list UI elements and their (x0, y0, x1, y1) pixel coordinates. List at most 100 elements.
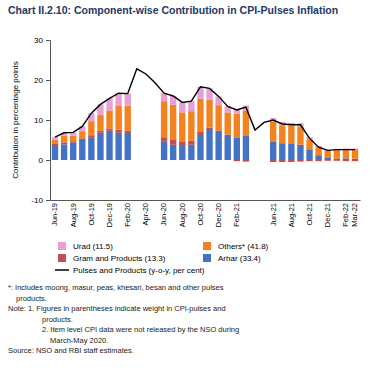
x-tick: Feb-20 (123, 200, 132, 227)
x-tick-label: Mar-22 (350, 203, 359, 227)
x-tick: Jun-21 (269, 200, 278, 226)
bar-segment (343, 149, 349, 158)
bar-series (52, 128, 358, 162)
chart-title: Chart II.2.10: Component-wise Contributi… (8, 4, 338, 16)
x-tick: Dec-19 (105, 200, 114, 227)
x-tick: Aug-21 (287, 200, 296, 227)
x-tick: Mar-22 (350, 200, 359, 227)
bar-segment (297, 160, 303, 162)
bar-segment (234, 114, 240, 138)
bar-segment (334, 159, 340, 160)
bar-segment (125, 94, 131, 106)
y-tick-label: 0 (39, 156, 44, 165)
bar-segment (352, 159, 358, 160)
x-tick-label: Jun-21 (269, 203, 278, 226)
y-tick-mark (46, 160, 50, 161)
bar-segment (343, 160, 349, 161)
line-series (55, 69, 355, 151)
legend-swatch (58, 254, 66, 262)
legend-swatch (58, 242, 66, 250)
x-tick: Apr-20 (141, 200, 150, 226)
x-tick-label: Oct-19 (87, 203, 96, 226)
y-tick-mark (46, 80, 50, 81)
x-tick-label: Aug-19 (69, 203, 78, 227)
x-tick: Oct-19 (87, 200, 96, 226)
legend-item: Arhar (33.4) (203, 254, 261, 263)
x-tick: Dec-21 (323, 200, 332, 227)
x-tick-label: Feb-20 (123, 203, 132, 227)
bar-segment (52, 144, 58, 146)
bar-segment (288, 126, 294, 144)
legend-label: Arhar (33.4) (218, 254, 261, 263)
note-line: March-May 2020. (50, 336, 108, 345)
x-tick-label: Aug-20 (178, 203, 187, 227)
y-tick-label: 10 (34, 116, 43, 125)
bar-segment (306, 160, 312, 161)
y-axis-line (46, 41, 51, 201)
y-tick: 30 (34, 36, 50, 45)
legend-label: Others* (41.8) (218, 242, 269, 251)
bar-segment (297, 145, 303, 160)
x-tick: Oct-21 (305, 200, 314, 226)
legend-item: Pulses and Products (y-o-y, per cent) (55, 266, 205, 275)
bar-segment (270, 142, 276, 160)
legend: Urad (11.5) Others* (41.8) Gram and Produc… (55, 242, 269, 275)
bar-segment (325, 150, 331, 158)
bar-segment (179, 142, 185, 146)
bar-segment (170, 140, 176, 145)
y-tick: -10 (31, 196, 50, 205)
bar-segment (243, 160, 249, 162)
bar-segment (279, 125, 285, 143)
bar-segment (79, 140, 85, 160)
bar-segment (197, 99, 203, 132)
legend-item: Gram and Products (13.3) (58, 254, 166, 263)
bar-segment (70, 136, 76, 142)
bar-segment (79, 131, 85, 138)
bar-segment (70, 141, 76, 142)
note-line: *: Includes moong, masur, peas, khesari,… (8, 283, 224, 292)
y-axis: -100102030 (31, 36, 50, 205)
bar-segment (179, 102, 185, 112)
x-tick: Aug-20 (178, 200, 187, 227)
bar-segment (206, 128, 212, 130)
x-tick: Aug-19 (69, 200, 78, 227)
bar-segment (97, 133, 103, 160)
x-tick-label: Jun-20 (159, 203, 168, 226)
bar-segment (243, 136, 249, 160)
bar-segment (325, 158, 331, 160)
legend-swatch (203, 242, 211, 250)
bar-segment (97, 115, 103, 131)
x-tick-label: Dec-21 (323, 203, 332, 227)
bar-segment (325, 160, 331, 162)
x-tick-label: Jun-19 (50, 203, 59, 226)
bar-segment (161, 141, 167, 160)
bar-segment (115, 133, 121, 160)
y-tick-label: 30 (34, 36, 43, 45)
x-tick-label: Oct-21 (305, 203, 314, 226)
bar-segment (106, 128, 112, 130)
bar-segment (225, 112, 231, 134)
note-line: products. (16, 294, 47, 303)
bar-segment (197, 132, 203, 136)
bar-segment (279, 143, 285, 160)
bar-segment (188, 111, 194, 141)
bar-segment (115, 106, 121, 130)
bar-segment (215, 96, 221, 105)
bar-segment (270, 160, 276, 162)
bar-segment (161, 101, 167, 137)
legend-label: Urad (11.5) (73, 242, 113, 251)
legend-label: Gram and Products (13.3) (73, 254, 166, 263)
y-tick-mark (46, 40, 50, 41)
bar-segment (206, 130, 212, 160)
bar-segment (125, 130, 131, 134)
bar-segment (188, 101, 194, 111)
x-tick: Feb-21 (232, 200, 241, 227)
bar-segment (188, 145, 194, 160)
y-tick-mark (46, 200, 50, 201)
bar-segment (315, 155, 321, 160)
note-line: 2. Item level CPI data were not released… (42, 325, 239, 334)
x-tick-label: Feb-22 (341, 203, 350, 227)
bar-segment (352, 160, 358, 161)
y-tick: 10 (34, 116, 50, 125)
bar-segment (215, 131, 221, 132)
